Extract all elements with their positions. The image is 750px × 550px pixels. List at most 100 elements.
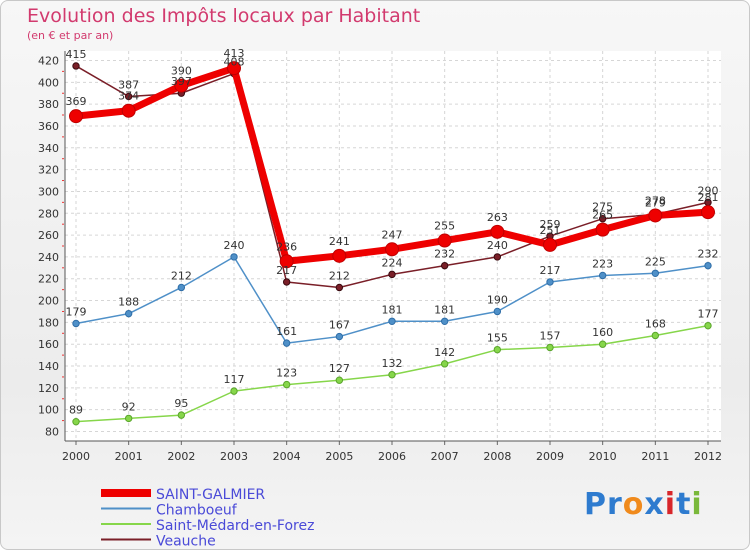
point-veauche — [335, 283, 344, 292]
x-tick-label: 2010 — [589, 450, 617, 463]
data-label-saint-m-dard-en-forez: 89 — [69, 404, 83, 417]
logo-letter: o — [622, 487, 645, 522]
point-veauche — [440, 261, 449, 270]
x-tick-label: 2004 — [273, 450, 301, 463]
data-label-saint-galmier: 255 — [434, 220, 455, 233]
data-label-saint-m-dard-en-forez: 160 — [592, 326, 613, 339]
x-tick-label: 2012 — [694, 450, 722, 463]
data-label-chamboeuf: 223 — [592, 257, 613, 270]
point-saint-galmier — [437, 233, 452, 248]
x-tick-label: 2005 — [325, 450, 353, 463]
data-label-saint-m-dard-en-forez: 92 — [122, 400, 136, 413]
point-chamboeuf — [177, 283, 186, 292]
point-chamboeuf — [651, 269, 660, 277]
point-saint-galmier — [490, 224, 505, 239]
data-label-veauche: 224 — [382, 256, 403, 269]
logo-letter: i — [664, 487, 677, 522]
x-tick-label: 2008 — [483, 450, 511, 463]
data-label-saint-galmier: 265 — [592, 209, 613, 222]
data-label-saint-m-dard-en-forez: 157 — [540, 329, 561, 342]
point-chamboeuf — [124, 309, 133, 318]
point-saint-galmier — [595, 222, 610, 237]
data-label-saint-galmier: 263 — [487, 211, 508, 224]
y-tick-label: 260 — [38, 229, 59, 242]
proxiti-logo: Proxiti — [584, 487, 703, 522]
point-saint-galmier — [701, 205, 715, 220]
point-saint-galmier — [648, 208, 663, 223]
logo-letter: x — [644, 487, 665, 522]
x-tick-label: 2011 — [641, 450, 669, 463]
point-chamboeuf — [440, 317, 449, 325]
data-label-veauche: 290 — [698, 184, 719, 197]
point-veauche — [72, 62, 80, 70]
point-saint-m-dard-en-forez — [388, 371, 396, 379]
data-label-saint-galmier: 236 — [276, 240, 297, 253]
y-tick-label: 220 — [38, 273, 59, 286]
point-saint-m-dard-en-forez — [230, 387, 238, 395]
point-veauche — [598, 215, 607, 223]
data-label-veauche: 259 — [540, 218, 561, 231]
point-chamboeuf — [335, 332, 344, 341]
chart-title: Evolution des Impôts locaux par Habitant — [27, 5, 421, 27]
point-chamboeuf — [230, 253, 238, 261]
y-tick-label: 360 — [38, 120, 59, 133]
point-saint-galmier — [332, 248, 347, 263]
point-saint-m-dard-en-forez — [335, 376, 344, 384]
data-label-veauche: 279 — [645, 196, 666, 209]
legend-label: Veauche — [156, 534, 216, 550]
point-saint-m-dard-en-forez — [651, 331, 660, 340]
y-tick-label: 180 — [38, 316, 59, 329]
y-tick-label: 280 — [38, 207, 59, 220]
y-tick-label: 120 — [38, 382, 59, 395]
point-chamboeuf — [282, 339, 291, 347]
point-saint-galmier — [121, 103, 136, 118]
point-chamboeuf — [546, 278, 554, 286]
y-tick-label: 80 — [45, 426, 59, 439]
data-label-saint-m-dard-en-forez: 95 — [174, 397, 188, 410]
data-label-saint-galmier: 413 — [224, 47, 245, 60]
data-label-veauche: 217 — [276, 264, 297, 277]
data-label-saint-m-dard-en-forez: 168 — [645, 317, 666, 330]
data-label-saint-galmier: 369 — [66, 95, 87, 108]
point-saint-m-dard-en-forez — [598, 340, 607, 348]
point-veauche — [124, 92, 133, 101]
data-label-veauche: 408 — [224, 56, 245, 69]
data-label-veauche: 415 — [66, 48, 87, 61]
data-label-chamboeuf: 240 — [224, 239, 245, 252]
data-label-saint-galmier: 241 — [329, 235, 350, 248]
chart-subtitle: (en € et par an) — [27, 29, 114, 42]
data-label-veauche: 212 — [329, 269, 350, 282]
y-tick-label: 420 — [38, 55, 59, 68]
data-label-veauche: 387 — [118, 79, 139, 92]
point-chamboeuf — [72, 319, 80, 328]
data-label-chamboeuf: 225 — [645, 255, 666, 268]
x-tick-label: 2007 — [431, 450, 459, 463]
data-label-chamboeuf: 217 — [540, 264, 561, 277]
y-tick-label: 140 — [38, 360, 59, 373]
x-tick-label: 2009 — [536, 450, 564, 463]
data-label-saint-m-dard-en-forez: 155 — [487, 332, 508, 345]
y-tick-label: 320 — [38, 164, 59, 177]
y-tick-label: 240 — [38, 251, 59, 264]
point-veauche — [282, 278, 291, 286]
legend-label: SAINT-GALMIER — [156, 487, 265, 503]
legend-label: Chamboeuf — [156, 503, 238, 519]
y-tick-label: 100 — [38, 404, 59, 417]
logo-letter: r — [607, 487, 623, 522]
point-saint-m-dard-en-forez — [177, 411, 186, 419]
data-label-chamboeuf: 181 — [382, 303, 403, 316]
data-label-saint-galmier: 281 — [698, 191, 719, 204]
point-chamboeuf — [598, 271, 607, 280]
point-chamboeuf — [493, 307, 502, 316]
data-label-saint-galmier: 374 — [118, 90, 139, 103]
point-saint-m-dard-en-forez — [72, 417, 80, 426]
data-label-chamboeuf: 179 — [66, 305, 87, 318]
logo-letter: t — [676, 487, 692, 522]
data-label-saint-m-dard-en-forez: 132 — [382, 357, 403, 370]
data-label-chamboeuf: 212 — [171, 269, 192, 282]
y-tick-label: 340 — [38, 142, 59, 155]
data-label-chamboeuf: 232 — [698, 248, 719, 261]
x-tick-label: 2006 — [378, 450, 406, 463]
data-label-saint-m-dard-en-forez: 117 — [224, 373, 245, 386]
